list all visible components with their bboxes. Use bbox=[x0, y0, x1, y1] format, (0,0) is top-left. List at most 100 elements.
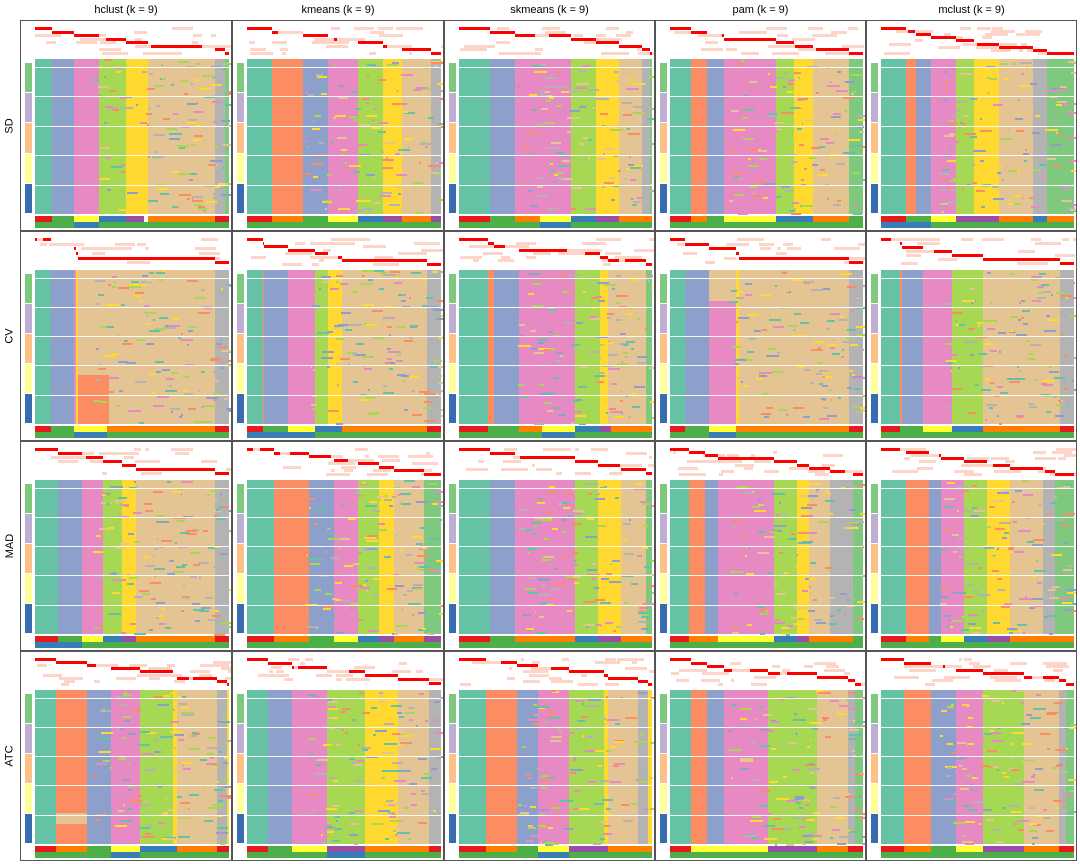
membership-faint bbox=[167, 51, 183, 55]
annotation-block bbox=[871, 814, 878, 843]
class-bar-top bbox=[378, 636, 395, 642]
row-separator bbox=[35, 697, 229, 699]
row-separator bbox=[881, 306, 1074, 308]
noise-speck bbox=[938, 173, 950, 176]
noise-speck bbox=[549, 486, 556, 489]
row-separator bbox=[670, 365, 863, 367]
noise-speck bbox=[420, 88, 431, 91]
noise-speck bbox=[763, 536, 776, 539]
class-bar-top bbox=[459, 216, 490, 222]
noise-speck bbox=[814, 340, 825, 343]
noise-speck bbox=[1045, 284, 1056, 287]
noise-speck bbox=[758, 498, 762, 501]
noise-speck bbox=[383, 723, 394, 726]
noise-speck bbox=[748, 164, 759, 167]
row-separator bbox=[670, 487, 863, 489]
noise-speck bbox=[779, 697, 785, 700]
membership-faint bbox=[961, 238, 974, 241]
noise-speck bbox=[824, 736, 831, 739]
noise-speck bbox=[829, 156, 834, 159]
noise-speck bbox=[150, 392, 156, 395]
noise-speck bbox=[990, 78, 997, 81]
membership-bar bbox=[247, 658, 269, 661]
noise-speck bbox=[856, 411, 860, 414]
noise-speck bbox=[220, 120, 231, 123]
noise-speck bbox=[534, 513, 542, 516]
noise-speck bbox=[573, 790, 581, 793]
noise-speck bbox=[341, 149, 348, 152]
annotation-block bbox=[871, 123, 878, 153]
class-bar-top bbox=[342, 426, 428, 432]
class-bar-top bbox=[106, 426, 216, 432]
noise-speck bbox=[730, 777, 734, 780]
membership-faint bbox=[962, 42, 977, 46]
membership-faint bbox=[617, 658, 644, 661]
membership-faint bbox=[464, 44, 486, 48]
membership-faint bbox=[331, 469, 335, 472]
noise-speck bbox=[1046, 615, 1056, 618]
noise-speck bbox=[568, 274, 580, 277]
membership-faint bbox=[382, 458, 398, 462]
noise-speck bbox=[307, 334, 313, 337]
membership-faint bbox=[318, 259, 325, 262]
heatmap-panel-mad-skmeans bbox=[444, 441, 655, 651]
noise-speck bbox=[178, 416, 182, 419]
noise-speck bbox=[219, 750, 222, 753]
noise-speck bbox=[1051, 272, 1053, 275]
noise-speck bbox=[990, 302, 992, 305]
noise-speck bbox=[419, 568, 425, 571]
noise-speck bbox=[153, 575, 157, 578]
cluster-band-orange bbox=[274, 480, 310, 634]
noise-speck bbox=[608, 744, 611, 747]
noise-speck bbox=[634, 487, 647, 490]
membership-faint bbox=[101, 51, 122, 55]
noise-speck bbox=[997, 588, 1006, 591]
noise-speck bbox=[220, 349, 231, 352]
noise-speck bbox=[1004, 775, 1010, 778]
membership-bar bbox=[881, 658, 905, 661]
membership-faint bbox=[264, 674, 290, 677]
noise-speck bbox=[1045, 830, 1054, 833]
noise-speck bbox=[426, 632, 432, 635]
noise-speck bbox=[103, 325, 114, 328]
cluster-band-pink bbox=[81, 480, 103, 634]
noise-speck bbox=[1057, 763, 1064, 766]
noise-speck bbox=[617, 170, 621, 173]
noise-speck bbox=[762, 183, 775, 186]
noise-speck bbox=[546, 99, 552, 102]
noise-speck bbox=[1025, 772, 1037, 775]
class-bar-bottom bbox=[670, 852, 863, 858]
noise-speck bbox=[833, 113, 841, 116]
noise-speck bbox=[956, 546, 966, 549]
noise-speck bbox=[415, 567, 419, 570]
class-bar-top bbox=[706, 216, 725, 222]
membership-faint bbox=[574, 472, 591, 475]
cluster-band-lime bbox=[774, 480, 798, 634]
membership-faint bbox=[413, 241, 441, 245]
noise-speck bbox=[591, 578, 597, 581]
noise-speck bbox=[809, 482, 821, 485]
noise-speck bbox=[1043, 808, 1048, 811]
noise-speck bbox=[977, 353, 987, 356]
noise-speck bbox=[850, 343, 858, 346]
noise-speck bbox=[587, 769, 590, 772]
noise-speck bbox=[979, 822, 981, 825]
noise-speck bbox=[848, 829, 853, 832]
noise-speck bbox=[787, 538, 796, 541]
row-separator bbox=[670, 785, 863, 787]
noise-speck bbox=[546, 309, 556, 312]
noise-speck bbox=[433, 700, 440, 703]
noise-speck bbox=[1001, 537, 1007, 540]
noise-speck bbox=[324, 199, 331, 202]
row-separator bbox=[670, 277, 863, 279]
noise-speck bbox=[336, 281, 339, 284]
cluster-band-pink bbox=[923, 270, 953, 424]
noise-speck bbox=[378, 810, 390, 813]
noise-speck bbox=[962, 835, 967, 838]
noise-speck bbox=[308, 693, 314, 696]
noise-speck bbox=[543, 720, 550, 723]
noise-speck bbox=[374, 528, 387, 531]
noise-speck bbox=[833, 796, 840, 799]
membership-bar bbox=[597, 464, 622, 467]
noise-speck bbox=[163, 500, 173, 503]
